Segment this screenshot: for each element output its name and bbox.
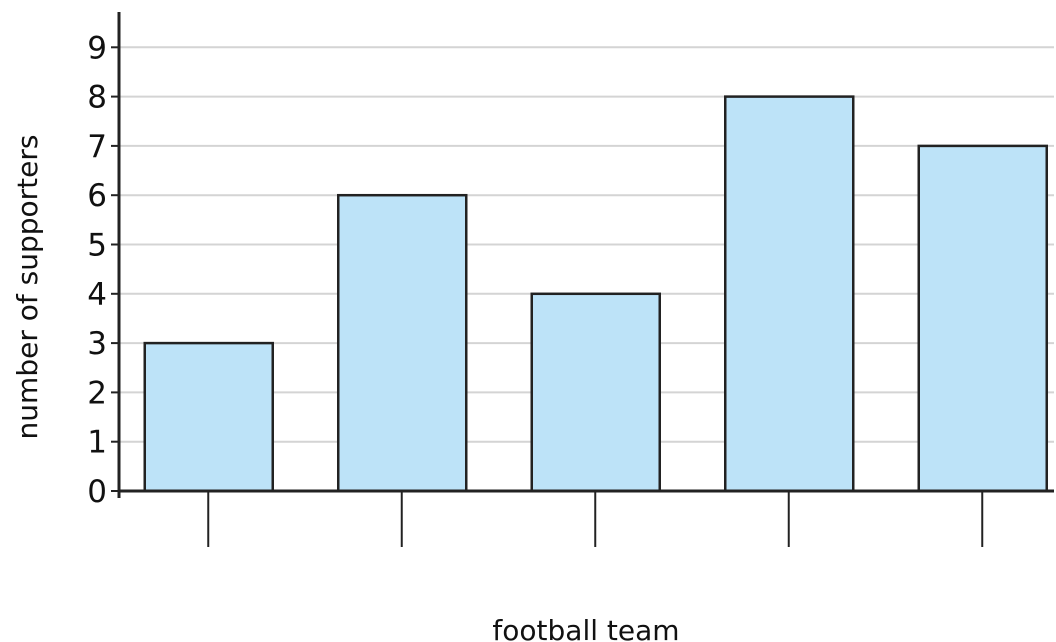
y-tick-label: 5 <box>87 228 107 264</box>
bar-3 <box>530 292 661 493</box>
bar-1 <box>143 341 274 493</box>
y-tick-label: 7 <box>87 129 107 165</box>
gridlines <box>119 46 1054 443</box>
bar-5 <box>917 144 1048 493</box>
y-tick-label: 0 <box>87 474 107 510</box>
bar-2 <box>337 193 468 493</box>
y-axis-title: number of supporters <box>11 135 44 440</box>
axes <box>117 12 1054 498</box>
y-tick-label: 9 <box>87 30 107 66</box>
bars <box>143 95 1048 493</box>
y-tick-label: 3 <box>87 326 107 362</box>
x-axis-title: football team <box>492 614 679 642</box>
y-tick-label: 1 <box>87 425 107 461</box>
y-tick-label: 4 <box>87 277 107 313</box>
y-axis-ticks: 0 1 2 3 4 5 6 7 8 9 <box>87 30 119 510</box>
y-tick-label: 2 <box>87 375 107 411</box>
y-tick-label: 8 <box>87 80 107 116</box>
y-tick-label: 6 <box>87 178 107 214</box>
bar-4 <box>724 95 855 493</box>
x-axis-ticks <box>207 491 984 547</box>
